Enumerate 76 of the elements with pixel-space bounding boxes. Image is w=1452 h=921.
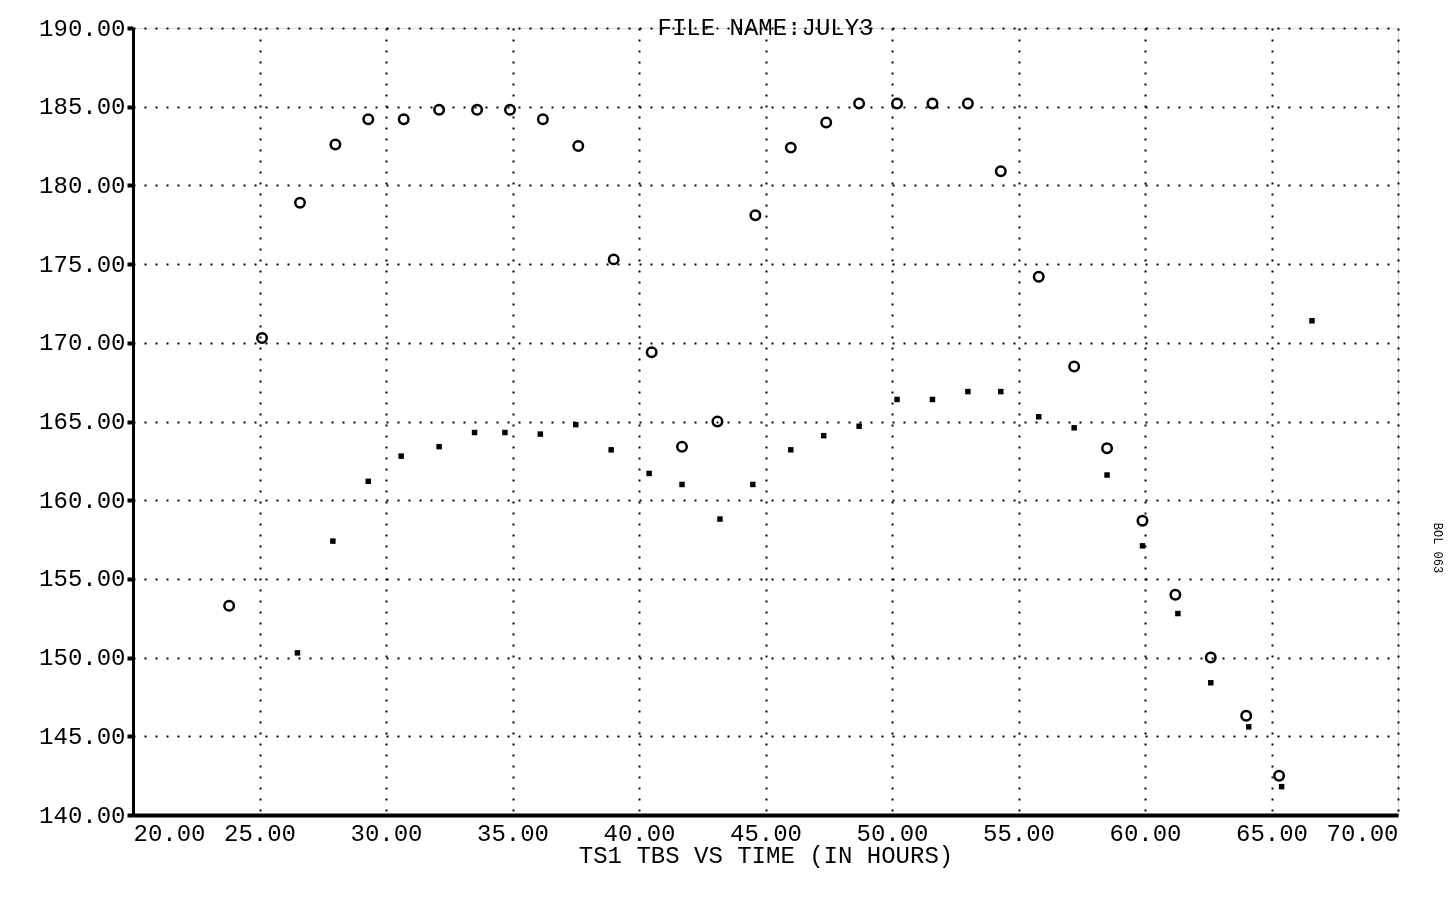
y-tick-label: 190.00 (39, 15, 126, 43)
point (1245, 724, 1252, 730)
point (856, 423, 862, 429)
point (1068, 360, 1081, 373)
point (1104, 472, 1110, 478)
x-tick-label: 55.00 (982, 820, 1056, 848)
point (891, 97, 904, 110)
point (1309, 318, 1315, 324)
y-tick-label: 140.00 (39, 802, 126, 830)
y-tick-label: 160.00 (39, 487, 126, 515)
point (676, 440, 688, 453)
point (1240, 709, 1253, 722)
point (294, 650, 301, 656)
x-tick-label: 20.00 (133, 820, 206, 848)
point (502, 429, 508, 436)
point (965, 388, 971, 395)
point (784, 141, 797, 154)
y-tick-label: 155.00 (39, 566, 126, 594)
point (572, 140, 585, 153)
point (646, 470, 652, 477)
point (645, 346, 658, 359)
point (994, 165, 1007, 178)
x-tick-label: 35.00 (476, 820, 550, 848)
point (436, 443, 442, 450)
point (607, 253, 620, 266)
point (223, 599, 236, 612)
point (894, 396, 900, 403)
point (397, 113, 410, 126)
point (1101, 442, 1114, 455)
point (398, 453, 404, 459)
x-tick-label: 65.00 (1235, 820, 1309, 848)
point (1036, 414, 1042, 420)
x-tick-label: 70.00 (1326, 820, 1399, 848)
point (537, 431, 544, 437)
point (1175, 610, 1181, 617)
point (679, 481, 685, 488)
point (1208, 680, 1214, 686)
point (1136, 514, 1149, 527)
point (750, 481, 756, 488)
point (293, 196, 306, 209)
y-tick-label: 180.00 (39, 172, 126, 200)
point (749, 209, 762, 222)
point (820, 116, 833, 129)
point (1032, 270, 1045, 283)
point (433, 103, 446, 116)
point (1139, 543, 1146, 549)
point (788, 447, 794, 453)
point (853, 97, 866, 110)
y-tick-label: 150.00 (39, 645, 126, 673)
point (330, 538, 336, 544)
point (1169, 588, 1182, 601)
y-tick-label: 185.00 (39, 94, 126, 122)
y-tick-label: 145.00 (39, 723, 126, 751)
point (1204, 651, 1217, 664)
chart-title: FILE NAME:JULY3 (657, 15, 874, 42)
y-tick-label: 175.00 (39, 251, 126, 279)
point (1071, 425, 1077, 431)
point (1273, 769, 1286, 782)
point (961, 97, 974, 110)
point (362, 113, 375, 126)
text: BOL 063 (1430, 522, 1444, 574)
point (471, 103, 484, 116)
point (926, 97, 939, 110)
y-tick-label: 170.00 (39, 330, 126, 358)
point (329, 138, 342, 151)
point (608, 447, 614, 453)
point (711, 415, 724, 428)
x-tick-label: 25.00 (223, 820, 297, 848)
point (256, 332, 269, 345)
point (503, 103, 516, 116)
point (998, 388, 1004, 395)
x-tick-label: 30.00 (350, 820, 423, 848)
point (536, 113, 549, 126)
point (717, 516, 723, 522)
y-tick-label: 165.00 (39, 409, 126, 436)
x-tick-label: 60.00 (1109, 820, 1182, 848)
